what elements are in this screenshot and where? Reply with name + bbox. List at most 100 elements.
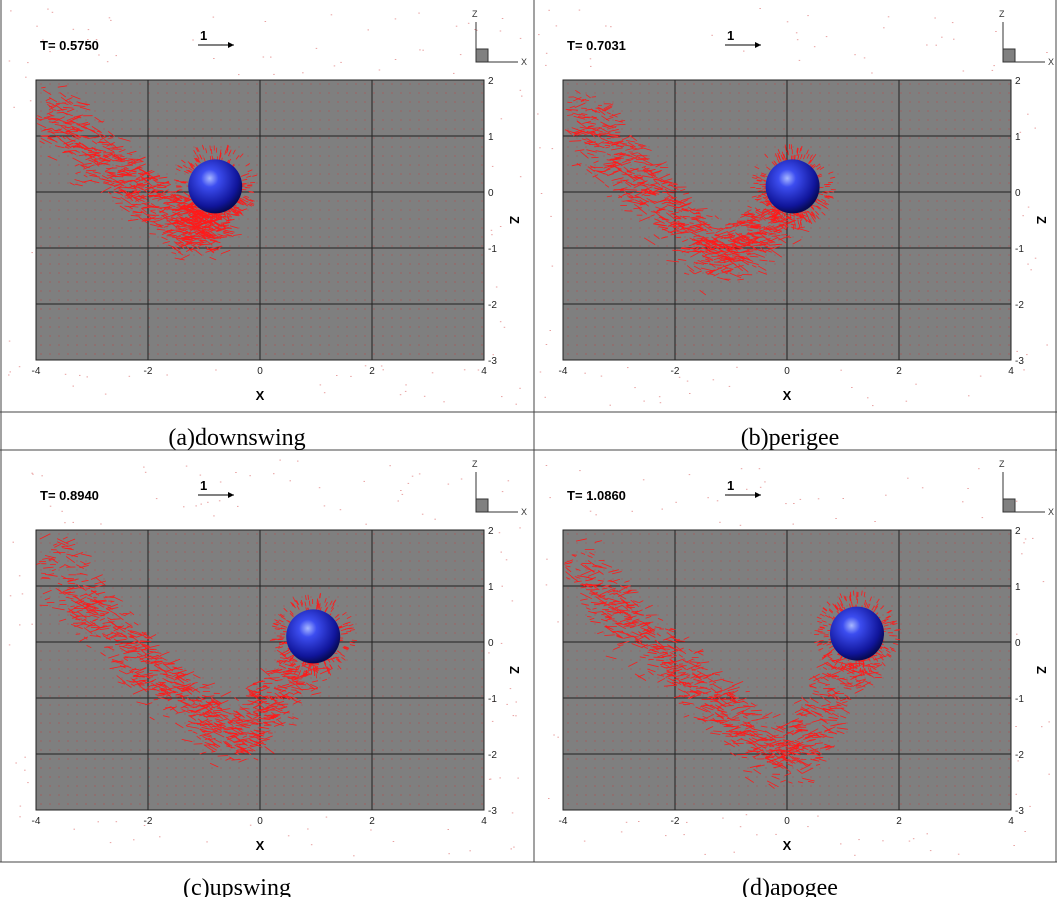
flow-dot	[500, 31, 502, 32]
flow-dot	[478, 370, 480, 371]
flow-dot	[395, 18, 397, 19]
flow-dot	[400, 394, 402, 395]
flow-dot	[867, 397, 869, 398]
flow-dot	[492, 166, 494, 167]
flow-dot	[1016, 351, 1018, 352]
flow-dot	[980, 376, 982, 377]
x-tick-label: -4	[559, 366, 568, 377]
flow-dot	[729, 386, 731, 387]
caption: (a)downswing	[168, 425, 305, 451]
flow-dot	[883, 27, 885, 28]
flow-dot	[52, 12, 54, 13]
flow-dot	[993, 65, 995, 66]
flow-dot	[79, 375, 81, 376]
flow-dot	[10, 10, 12, 11]
ref-vector-label: 1	[200, 28, 207, 43]
flow-dot	[424, 396, 426, 397]
flow-dot	[992, 70, 994, 71]
flow-dot	[888, 16, 890, 17]
flow-dot	[552, 148, 554, 149]
flow-dot	[238, 74, 240, 75]
flow-dot	[129, 376, 131, 377]
flow-dot	[19, 366, 21, 367]
z-tick-label: 1	[488, 132, 494, 143]
x-tick-label: -2	[144, 366, 153, 377]
flow-dot	[9, 341, 11, 342]
flow-dot	[807, 15, 809, 16]
flow-dot	[1022, 215, 1024, 216]
flow-dot	[88, 29, 90, 30]
flow-dot	[915, 384, 917, 385]
flow-dot	[590, 58, 592, 59]
z-tick-label: -3	[488, 356, 497, 367]
flow-dot	[432, 372, 434, 373]
flow-dot	[105, 394, 107, 395]
flow-dot	[799, 60, 801, 61]
flow-vector	[761, 242, 767, 243]
z-tick-label: -2	[488, 300, 497, 311]
time-label: T= 0.5750	[40, 38, 99, 53]
flow-dot	[263, 57, 265, 58]
flow-dot	[334, 65, 336, 66]
flow-dot	[871, 73, 873, 74]
flow-dot	[422, 50, 424, 51]
flow-dot	[73, 386, 75, 387]
flow-dot	[906, 401, 908, 402]
flow-dot	[941, 37, 943, 38]
flow-dot	[65, 374, 67, 375]
flow-vector	[190, 228, 195, 229]
flow-dot	[501, 396, 503, 397]
flow-dot	[336, 375, 338, 376]
flow-dot	[491, 230, 493, 231]
flow-dot	[73, 29, 75, 30]
z-tick-label: 0	[488, 188, 494, 199]
flow-dot	[1026, 354, 1028, 355]
flow-dot	[265, 21, 267, 22]
x-tick-label: -2	[671, 366, 680, 377]
flow-dot	[521, 96, 523, 97]
flow-dot	[107, 61, 109, 62]
flow-dot	[579, 10, 581, 11]
flow-dot	[550, 330, 552, 331]
flow-dot	[516, 404, 518, 405]
flow-dot	[213, 17, 215, 18]
flow-dot	[368, 29, 370, 30]
x-tick-label: -4	[32, 366, 41, 377]
flow-dot	[610, 405, 612, 406]
flow-dot	[215, 370, 217, 371]
z-tick-label: -1	[1015, 244, 1024, 255]
flow-dot	[796, 32, 798, 33]
flow-dot	[546, 53, 548, 54]
flow-dot	[320, 384, 322, 385]
x-axis-label: X	[256, 388, 265, 403]
flow-dot	[711, 35, 713, 36]
x-tick-label: 0	[257, 366, 263, 377]
flow-dot	[634, 387, 636, 388]
x-tick-label: 4	[1008, 366, 1014, 377]
flow-dot	[713, 379, 715, 380]
flow-vector	[177, 190, 182, 191]
flow-vector	[134, 187, 145, 188]
flow-dot	[109, 17, 111, 18]
flow-dot	[13, 107, 15, 108]
flow-dot	[826, 36, 828, 37]
panel: -4-2024210-1-2-3T= 0.57501XZZX(a)downswi…	[8, 9, 527, 451]
flow-vector	[250, 182, 255, 183]
flow-dot	[273, 74, 275, 75]
flow-dot	[995, 31, 997, 32]
flow-dot	[47, 9, 49, 10]
flow-dot	[491, 234, 493, 235]
flow-dot	[743, 51, 745, 52]
flow-dot	[1027, 114, 1029, 115]
z-tick-label: 0	[1015, 188, 1021, 199]
flow-dot	[501, 118, 503, 119]
flow-dot	[952, 22, 954, 23]
flow-dot	[453, 73, 455, 74]
flow-dot	[1046, 52, 1048, 53]
flow-dot	[601, 376, 603, 377]
triad-z: Z	[472, 9, 478, 19]
flow-vector	[722, 235, 728, 236]
flow-vector	[714, 262, 725, 263]
z-tick-label: -2	[1015, 300, 1024, 311]
